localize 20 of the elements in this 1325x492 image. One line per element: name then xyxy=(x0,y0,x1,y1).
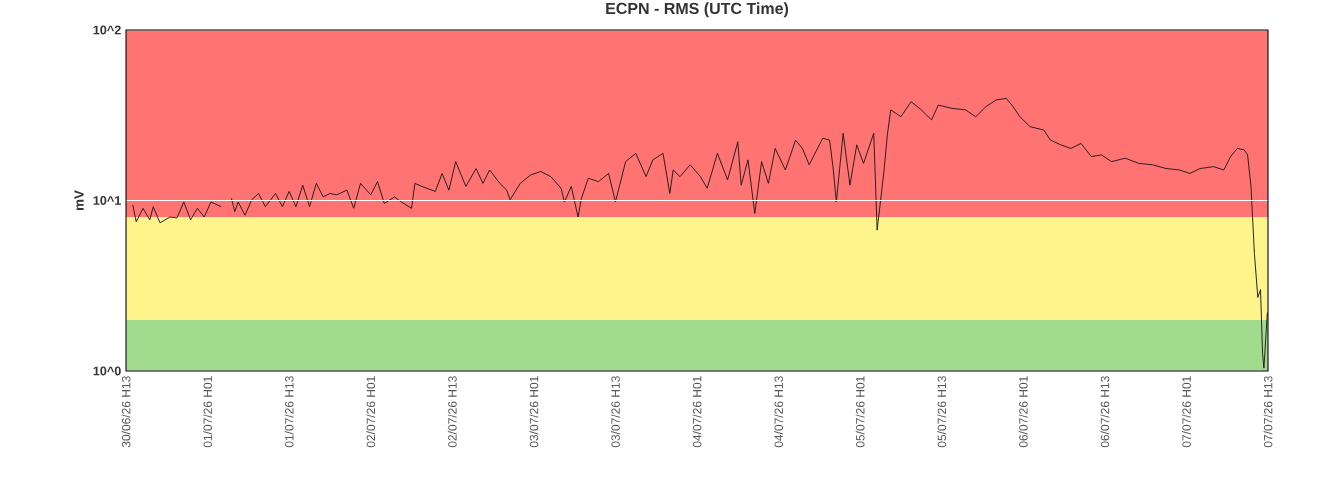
x-tick-label: 05/07/26 H01 xyxy=(855,376,865,448)
x-tick-label: 02/07/26 H01 xyxy=(366,376,376,448)
x-tick-label: 02/07/26 H13 xyxy=(447,376,457,448)
x-tick-label: 04/07/26 H01 xyxy=(692,376,702,448)
x-tick-label: 01/07/26 H13 xyxy=(284,376,294,448)
x-tick-label: 03/07/26 H01 xyxy=(529,376,539,448)
y-tick-label: 10^0 xyxy=(93,366,121,376)
x-tick-label: 01/07/26 H01 xyxy=(203,376,212,448)
x-tick-label: 03/07/26 H13 xyxy=(611,376,620,448)
x-tick-label: 06/07/26 H01 xyxy=(1018,376,1028,448)
x-tick-label: 04/07/26 H13 xyxy=(774,376,783,448)
y-tick-label: 10^1 xyxy=(93,196,121,205)
chart-title: ECPN - RMS (UTC Time) xyxy=(606,2,789,18)
x-tick-label: 05/07/26 H13 xyxy=(937,376,947,448)
x-tick-label: 07/07/26 H01 xyxy=(1182,376,1191,448)
y-axis-title: mV xyxy=(74,190,84,210)
x-tick-label: 06/07/26 H13 xyxy=(1100,376,1110,448)
x-tick-label: 30/06/26 H13 xyxy=(121,376,131,448)
x-tick-label: 07/07/26 H13 xyxy=(1263,376,1273,448)
y-tick-label: 10^2 xyxy=(93,25,121,35)
